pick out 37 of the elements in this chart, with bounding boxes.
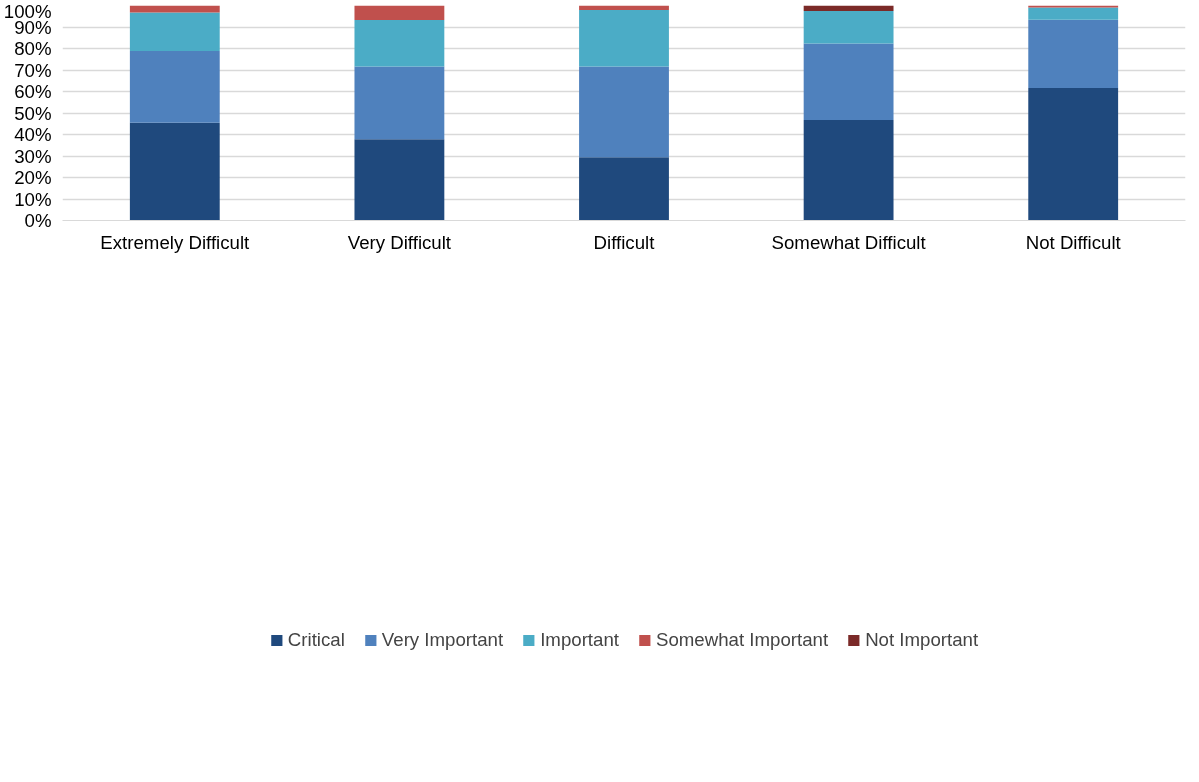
x-tick-label: Extremely Difficult: [100, 231, 251, 253]
y-tick-label: 70%: [14, 59, 52, 81]
y-tick-label: 40%: [14, 124, 52, 145]
y-tick-label: 60%: [14, 81, 52, 102]
bar: [354, 66, 445, 140]
bar: [803, 43, 894, 121]
legend-label: Not Important: [865, 628, 979, 651]
y-tick-label: 10%: [14, 188, 52, 210]
bar: [803, 120, 894, 221]
bar: [129, 122, 220, 221]
legend-label: Critical: [287, 628, 345, 651]
bar: [354, 5, 445, 21]
x-tick-label: Not Difficult: [1025, 231, 1122, 253]
bar: [1028, 19, 1119, 89]
y-tick-label: 50%: [14, 102, 52, 124]
y-tick-label: 20%: [14, 167, 52, 188]
y-tick-label: 80%: [14, 38, 52, 59]
bar: [803, 5, 894, 12]
bar: [1028, 7, 1119, 20]
x-tick-label: Somewhat Difficult: [771, 231, 927, 253]
bar: [579, 66, 669, 158]
y-tick-label: 0%: [24, 210, 52, 231]
bar: [354, 139, 445, 221]
x-tick-label: Very Difficult: [347, 231, 452, 253]
bar: [579, 10, 669, 67]
x-tick-label: Difficult: [593, 231, 656, 253]
bar: [1028, 88, 1119, 221]
bar: [129, 51, 220, 123]
bar: [803, 11, 894, 44]
legend-label: Very Important: [381, 628, 504, 651]
bar: [354, 20, 445, 67]
y-tick-label: 100%: [3, 0, 52, 22]
legend-label: Important: [540, 628, 619, 651]
bar: [129, 12, 220, 52]
y-tick-label: 30%: [14, 145, 52, 167]
bar: [579, 157, 669, 221]
legend-label: Somewhat Important: [655, 628, 829, 651]
